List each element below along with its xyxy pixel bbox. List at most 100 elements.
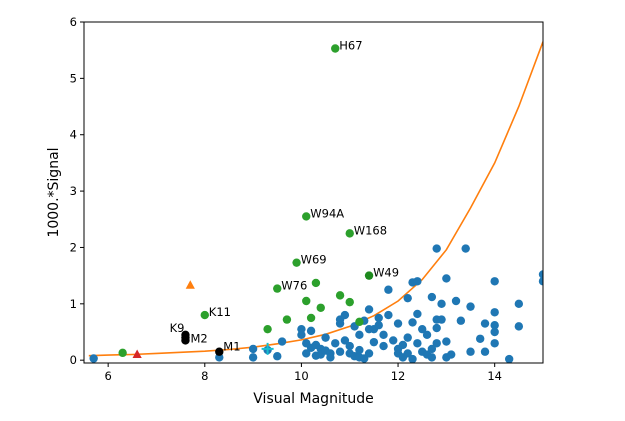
data-point	[538, 277, 543, 286]
data-point	[480, 319, 490, 328]
data-point	[335, 319, 345, 328]
data-point	[355, 345, 364, 355]
y-axis-label: 1000.*Signal	[46, 147, 62, 237]
x-tick-label: 6	[104, 369, 111, 383]
data-point	[340, 310, 350, 320]
y-tick-label: 3	[70, 184, 77, 198]
data-point	[456, 316, 466, 325]
data-point	[89, 354, 98, 363]
point-label: K11	[209, 305, 231, 319]
data-point	[432, 244, 441, 253]
data-point	[273, 352, 282, 361]
data-point	[302, 296, 311, 306]
y-tick-label: 2	[70, 240, 77, 254]
data-point	[302, 212, 311, 221]
data-point	[413, 277, 422, 286]
data-point	[403, 293, 412, 303]
data-point	[263, 324, 272, 334]
data-point	[302, 349, 311, 358]
data-point	[345, 297, 354, 307]
data-point	[326, 353, 335, 362]
plot-area	[88, 41, 543, 363]
data-point	[504, 354, 514, 363]
data-point	[311, 278, 321, 288]
data-point	[282, 315, 292, 324]
point-label: H67	[339, 38, 362, 52]
data-point	[355, 330, 364, 340]
data-point	[432, 323, 441, 333]
point-label: W94A	[310, 206, 344, 220]
data-point	[118, 348, 127, 358]
y-tick-label: 4	[70, 128, 77, 142]
data-point	[384, 285, 393, 294]
data-point-triangle	[132, 349, 142, 359]
data-point	[432, 339, 441, 348]
data-point-triangle	[185, 280, 195, 289]
data-point	[248, 344, 258, 354]
data-point	[427, 353, 437, 362]
data-point	[427, 344, 437, 354]
y-tick-label: 0	[70, 353, 77, 367]
data-point	[466, 302, 475, 311]
data-point	[369, 337, 379, 347]
data-point	[389, 336, 398, 345]
data-point	[418, 324, 427, 334]
data-point	[215, 347, 224, 356]
data-point	[413, 309, 422, 319]
data-point	[466, 347, 475, 356]
data-point	[181, 336, 190, 345]
data-point	[384, 310, 393, 320]
point-label: W76	[281, 279, 307, 293]
x-axis-label: Visual Magnitude	[253, 391, 373, 407]
data-point	[413, 339, 422, 348]
data-point	[427, 292, 437, 302]
data-point	[335, 347, 345, 356]
data-point	[398, 340, 408, 350]
data-point	[273, 284, 282, 293]
data-point	[480, 347, 490, 356]
y-tick-label: 1	[70, 297, 77, 311]
data-point	[292, 258, 301, 267]
data-point	[200, 310, 209, 320]
data-point	[490, 327, 499, 337]
data-point	[321, 333, 330, 342]
data-point	[447, 350, 456, 359]
data-point	[490, 308, 499, 317]
data-point	[345, 341, 354, 351]
data-point	[475, 334, 485, 343]
point-label: W168	[354, 223, 387, 237]
point-label: K9	[170, 321, 185, 335]
data-point	[393, 319, 403, 328]
data-point	[437, 315, 446, 324]
data-point	[335, 291, 345, 300]
plot-frame	[83, 21, 544, 364]
y-tick-label: 6	[70, 15, 77, 29]
data-point	[442, 337, 451, 346]
data-point	[422, 330, 432, 340]
data-point	[408, 318, 417, 327]
data-point	[364, 349, 374, 358]
data-point	[374, 321, 383, 330]
data-point	[538, 270, 543, 279]
y-tick-label: 5	[70, 71, 77, 85]
data-point	[331, 339, 340, 348]
data-point	[331, 44, 340, 53]
data-point	[340, 336, 350, 345]
x-tick-label: 10	[294, 369, 309, 383]
data-point	[306, 313, 316, 323]
x-tick-label: 8	[201, 369, 208, 383]
data-point	[403, 333, 412, 342]
data-point	[379, 341, 388, 351]
x-tick-label: 12	[391, 369, 406, 383]
data-point	[316, 303, 325, 312]
data-point	[490, 277, 499, 286]
data-point	[403, 349, 412, 358]
data-point	[490, 321, 499, 330]
point-label: M1	[223, 340, 240, 354]
data-point	[297, 330, 306, 340]
point-label: W69	[301, 253, 327, 267]
data-point	[408, 354, 417, 363]
data-point	[514, 299, 524, 309]
x-tick-label: 14	[487, 369, 502, 383]
